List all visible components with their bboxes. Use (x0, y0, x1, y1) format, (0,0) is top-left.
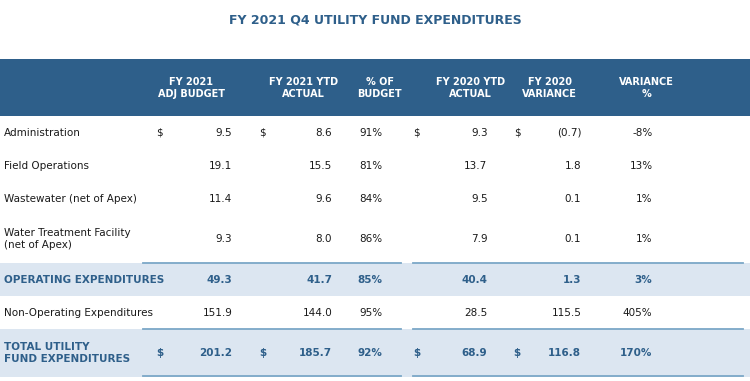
Text: Field Operations: Field Operations (4, 161, 88, 171)
Text: OPERATING EXPENDITURES: OPERATING EXPENDITURES (4, 275, 164, 285)
Text: 19.1: 19.1 (209, 161, 232, 171)
Text: 15.5: 15.5 (309, 161, 332, 171)
Text: FY 2021
ADJ BUDGET: FY 2021 ADJ BUDGET (158, 77, 225, 99)
Text: 9.6: 9.6 (316, 194, 332, 204)
Text: $: $ (514, 128, 520, 138)
Text: $: $ (413, 128, 420, 138)
Text: 151.9: 151.9 (202, 308, 232, 318)
Text: 40.4: 40.4 (461, 275, 488, 285)
Text: 0.1: 0.1 (565, 194, 581, 204)
Text: FY 2020 YTD
ACTUAL: FY 2020 YTD ACTUAL (436, 77, 505, 99)
Text: 115.5: 115.5 (551, 308, 581, 318)
Text: 1.3: 1.3 (562, 275, 581, 285)
Text: 3%: 3% (634, 275, 652, 285)
Text: 95%: 95% (359, 308, 382, 318)
Text: 9.5: 9.5 (471, 194, 488, 204)
Text: % OF
BUDGET: % OF BUDGET (357, 77, 402, 99)
Text: 41.7: 41.7 (306, 275, 332, 285)
Text: 91%: 91% (359, 128, 382, 138)
Text: -8%: -8% (632, 128, 652, 138)
Text: 185.7: 185.7 (299, 348, 332, 358)
Text: $: $ (259, 128, 266, 138)
Text: 81%: 81% (359, 161, 382, 171)
Text: 9.5: 9.5 (216, 128, 232, 138)
Bar (0, 263, 750, 296)
Text: 28.5: 28.5 (464, 308, 488, 318)
Text: 85%: 85% (358, 275, 382, 285)
Text: 11.4: 11.4 (209, 194, 232, 204)
Text: 9.3: 9.3 (216, 234, 232, 244)
Text: Administration: Administration (4, 128, 81, 138)
Text: Non-Operating Expenditures: Non-Operating Expenditures (4, 308, 153, 318)
Text: 1.8: 1.8 (565, 161, 581, 171)
Text: 8.6: 8.6 (316, 128, 332, 138)
Text: 8.0: 8.0 (316, 234, 332, 244)
Text: FY 2021 Q4 UTILITY FUND EXPENDITURES: FY 2021 Q4 UTILITY FUND EXPENDITURES (229, 13, 521, 26)
Text: 1%: 1% (636, 234, 652, 244)
Text: $: $ (259, 348, 266, 358)
Text: FY 2020
VARIANCE: FY 2020 VARIANCE (522, 77, 578, 99)
Text: 1%: 1% (636, 194, 652, 204)
Text: Water Treatment Facility
(net of Apex): Water Treatment Facility (net of Apex) (4, 229, 130, 250)
Text: (0.7): (0.7) (556, 128, 581, 138)
Text: 405%: 405% (622, 308, 652, 318)
Text: 201.2: 201.2 (200, 348, 232, 358)
Text: $: $ (514, 348, 521, 358)
Text: 68.9: 68.9 (462, 348, 488, 358)
Text: VARIANCE
%: VARIANCE % (619, 77, 674, 99)
Text: 7.9: 7.9 (471, 234, 488, 244)
Text: Wastewater (net of Apex): Wastewater (net of Apex) (4, 194, 136, 204)
Text: FY 2021 YTD
ACTUAL: FY 2021 YTD ACTUAL (269, 77, 338, 99)
Text: 0.1: 0.1 (565, 234, 581, 244)
Text: 170%: 170% (620, 348, 652, 358)
Text: $: $ (156, 128, 163, 138)
Text: TOTAL UTILITY
FUND EXPENDITURES: TOTAL UTILITY FUND EXPENDITURES (4, 343, 130, 364)
Text: 13%: 13% (629, 161, 652, 171)
Text: $: $ (413, 348, 421, 358)
Text: 13.7: 13.7 (464, 161, 488, 171)
Text: 144.0: 144.0 (302, 308, 332, 318)
Text: 49.3: 49.3 (207, 275, 232, 285)
Text: 116.8: 116.8 (548, 348, 581, 358)
Text: 9.3: 9.3 (471, 128, 488, 138)
Text: 86%: 86% (359, 234, 382, 244)
Text: 84%: 84% (359, 194, 382, 204)
Text: $: $ (156, 348, 164, 358)
Text: 92%: 92% (358, 348, 382, 358)
